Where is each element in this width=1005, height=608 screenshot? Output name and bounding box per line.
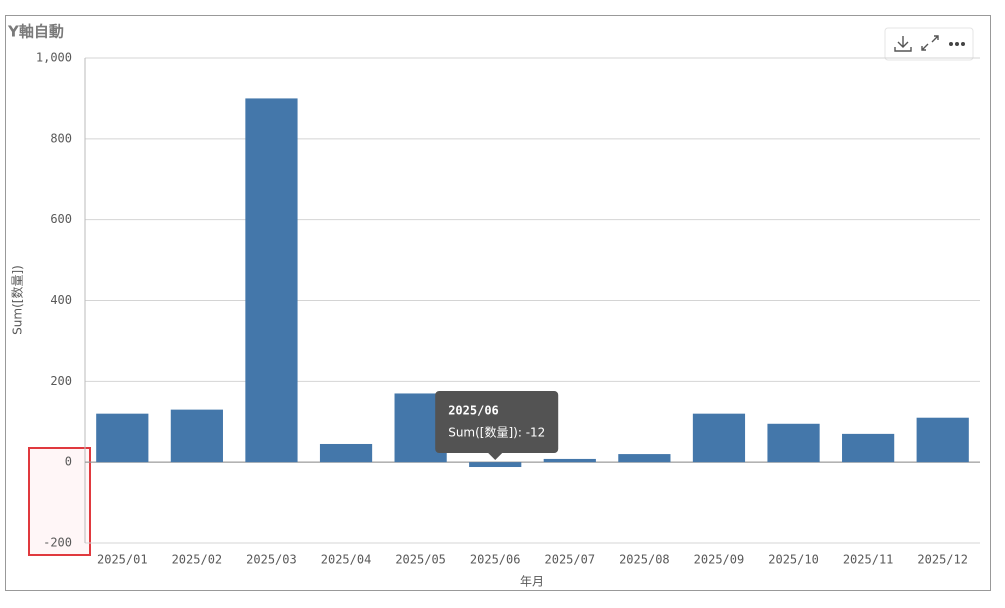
bar xyxy=(618,454,671,463)
toolbar xyxy=(884,27,974,61)
x-tick-label: 2025/08 xyxy=(619,553,670,567)
plot: -200 0 200 400 600 800 1,000 2025/01 2025/02 2025… xyxy=(36,51,980,567)
tooltip-box xyxy=(435,391,559,460)
bar xyxy=(842,433,895,463)
highlight-box xyxy=(28,447,91,556)
y-tick-label: -200 xyxy=(43,536,72,550)
expand-icon[interactable] xyxy=(921,35,939,51)
bar xyxy=(916,417,969,463)
bar xyxy=(543,458,596,463)
tooltip-text: Sum([数量]): -12 xyxy=(448,425,545,440)
y-tick-label: 800 xyxy=(50,131,72,145)
bar xyxy=(692,413,746,463)
download-icon[interactable] xyxy=(894,36,912,52)
x-tick-label: 2025/12 xyxy=(917,553,968,567)
x-tick-label: 2025/04 xyxy=(321,553,372,567)
y-tick-label: 200 xyxy=(50,374,72,388)
more-icon[interactable] xyxy=(949,42,965,46)
bar xyxy=(245,98,298,463)
x-tick-label: 2025/03 xyxy=(246,553,297,567)
x-tick-label: 2025/02 xyxy=(172,553,223,567)
y-axis-label: Sum([数量]) xyxy=(10,265,25,335)
y-tick-label: 1,000 xyxy=(36,51,72,65)
bar xyxy=(96,413,149,463)
x-axis-label: 年月 xyxy=(520,575,544,589)
bar xyxy=(767,423,820,463)
y-tick-label: 400 xyxy=(50,293,72,307)
x-tick-label: 2025/09 xyxy=(694,553,745,567)
x-tick-label: 2025/11 xyxy=(843,553,894,567)
chart-frame xyxy=(5,15,991,591)
chart-title: Y軸自動 xyxy=(7,23,64,41)
tooltip: 2025/06 Sum([数量]): -12 xyxy=(435,391,559,460)
x-tick-label: 2025/06 xyxy=(470,553,521,567)
x-tick-label: 2025/05 xyxy=(395,553,446,567)
y-tick-label: 0 xyxy=(65,455,72,469)
y-tick-label: 600 xyxy=(50,212,72,226)
bar xyxy=(319,443,373,463)
toolbar-box xyxy=(884,27,974,61)
x-tick-label: 2025/07 xyxy=(545,553,596,567)
bar xyxy=(170,409,223,463)
x-tick-label: 2025/10 xyxy=(768,553,819,567)
tooltip-title: 2025/06 xyxy=(448,404,499,418)
bar xyxy=(469,462,522,468)
x-tick-label: 2025/01 xyxy=(97,553,148,567)
